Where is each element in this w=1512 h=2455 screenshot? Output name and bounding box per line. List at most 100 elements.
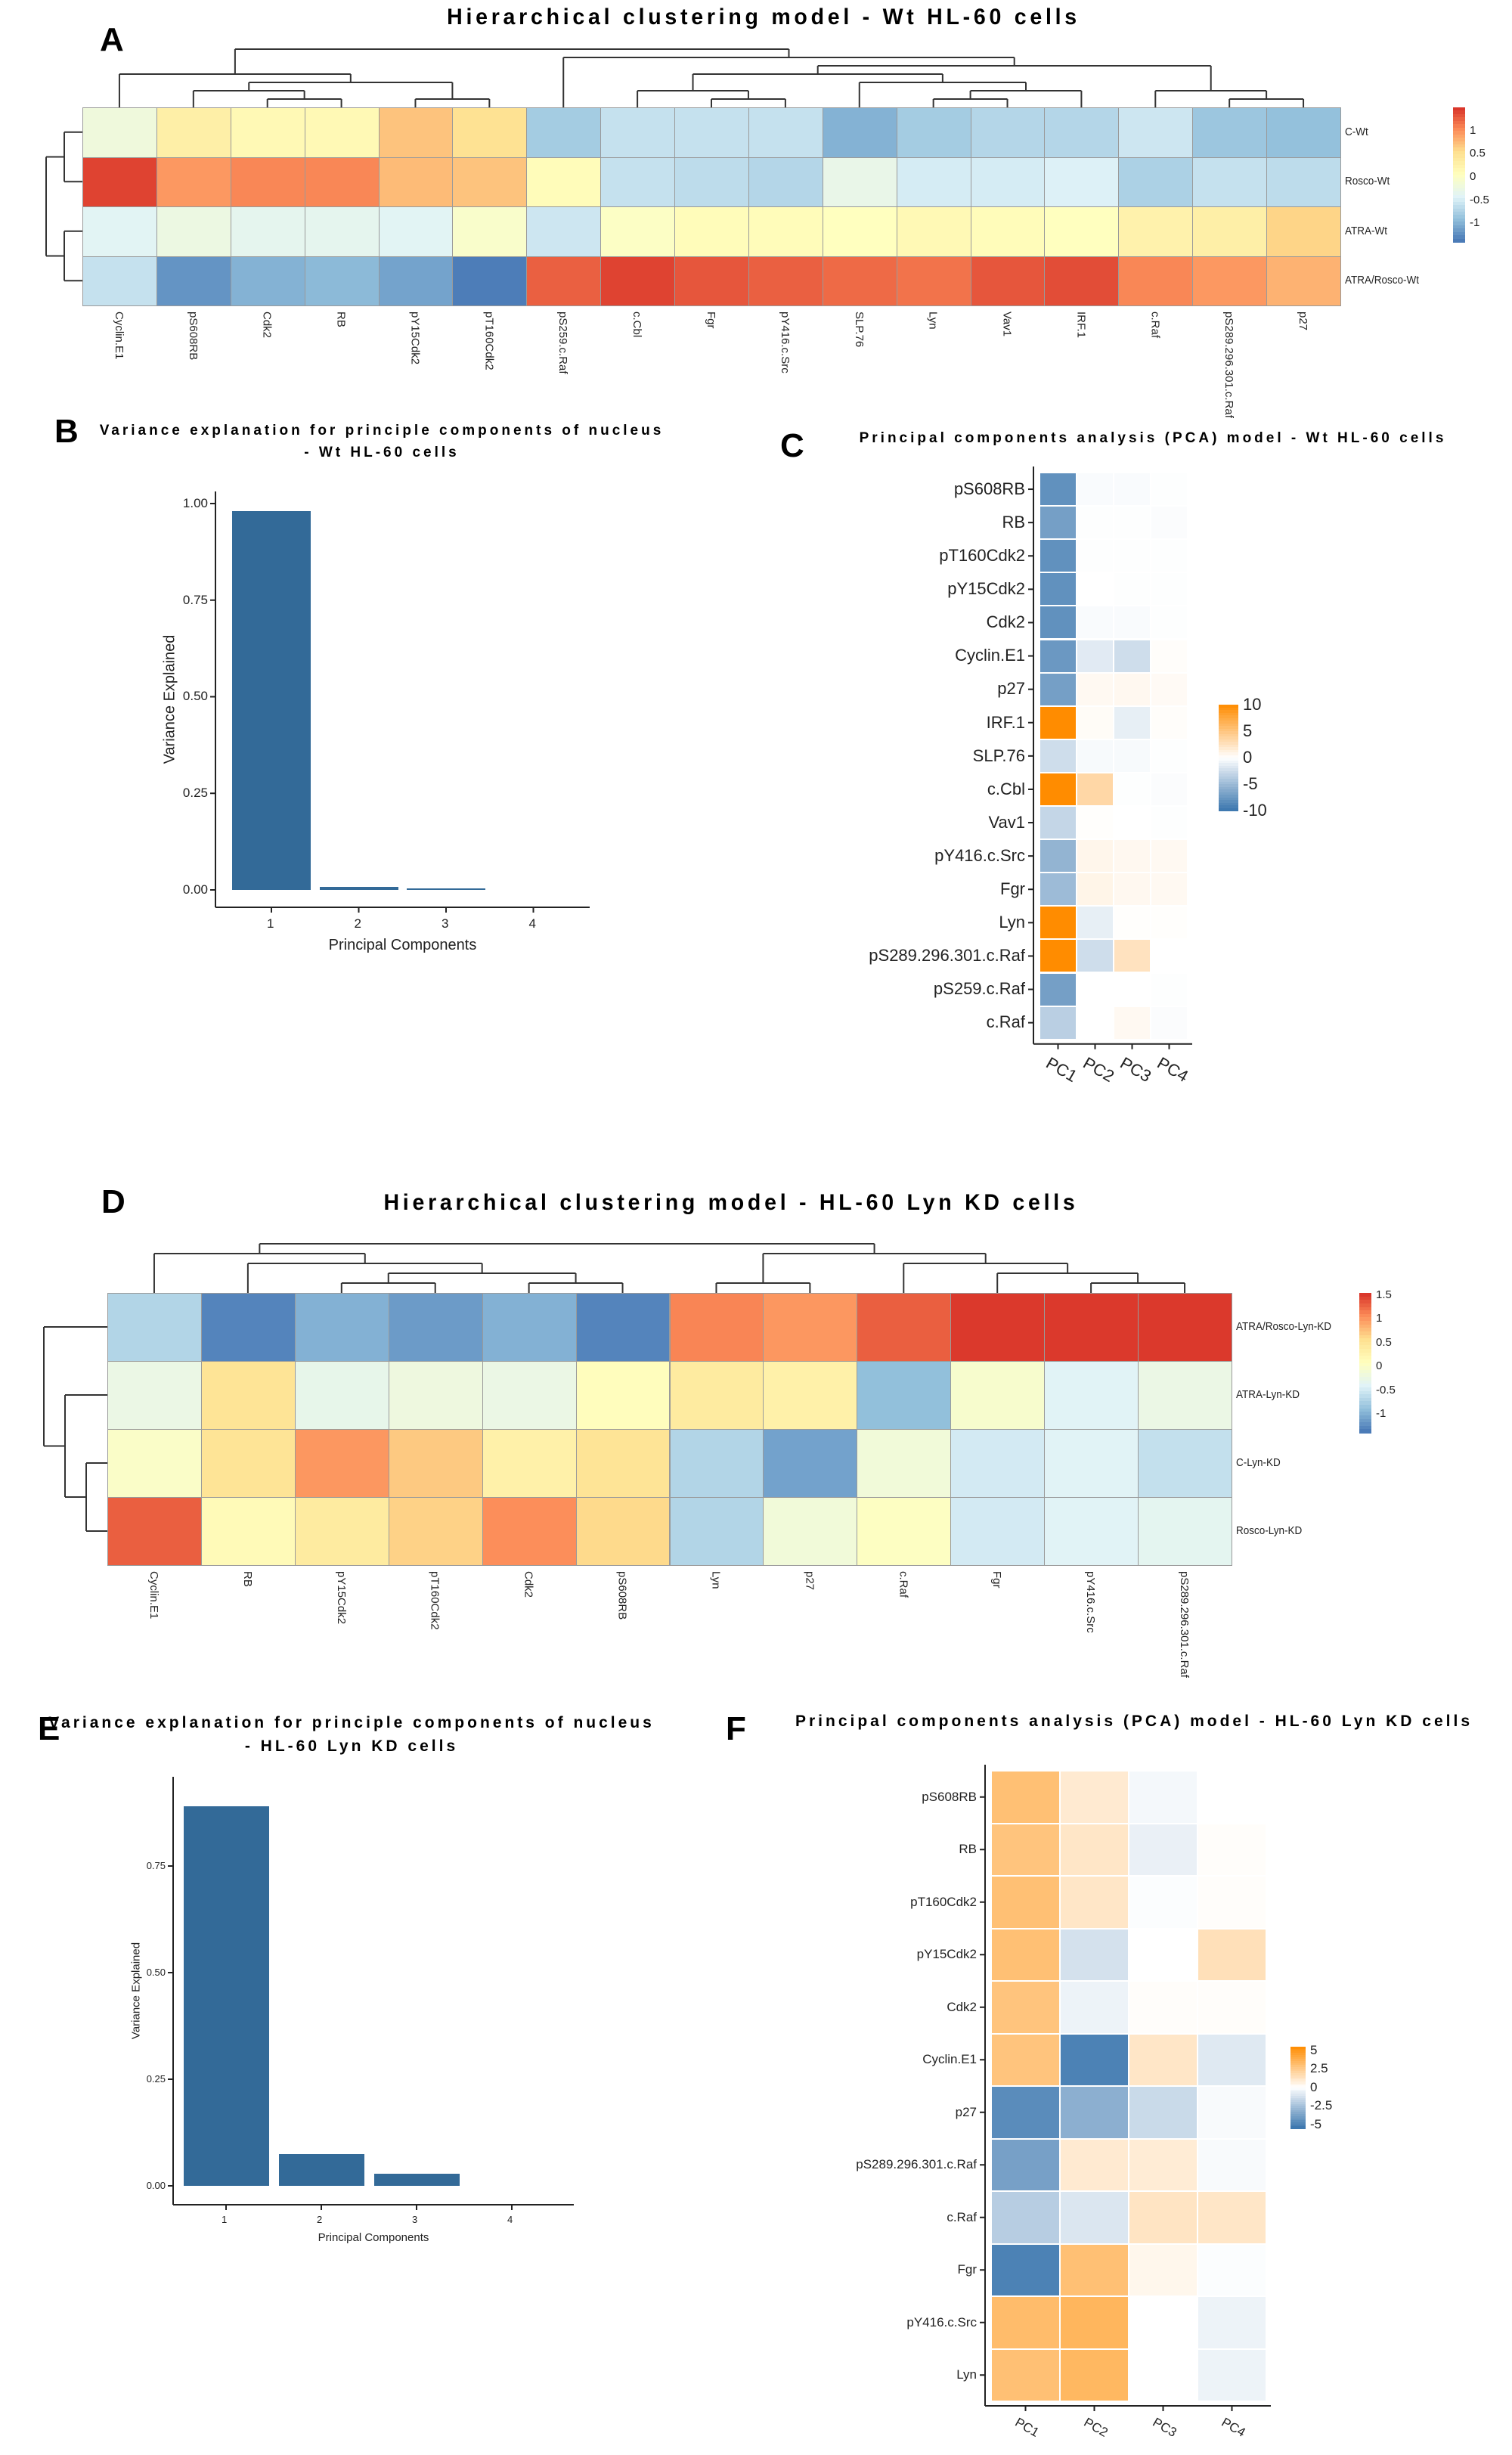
heatmap-cell	[1151, 539, 1188, 573]
heatmap-cell	[1198, 2348, 1266, 2401]
heatmap-cell	[1138, 1293, 1232, 1362]
legend-color-step	[1219, 723, 1238, 727]
legend-color-step	[1219, 779, 1238, 783]
legend-tick-label: 5	[1243, 721, 1253, 740]
heatmap-cell	[1129, 2138, 1198, 2191]
heatmap-cell	[1077, 1006, 1114, 1040]
legend-color-step	[1359, 1293, 1371, 1297]
legend-color-step	[1453, 235, 1465, 240]
legend-color-step	[1290, 2060, 1306, 2064]
row-label: Rosco-Lyn-KD	[1236, 1524, 1303, 1537]
heatmap-cell	[82, 206, 157, 257]
chart-title: - Wt HL-60 cells	[304, 445, 460, 460]
legend-tick-label: -1	[1470, 216, 1480, 230]
legend-color-step	[1359, 1369, 1371, 1374]
legend-color-step	[1219, 800, 1238, 804]
chart-title: Variance explanation for principle compo…	[99, 423, 665, 439]
column-label: Fgr	[990, 1571, 1004, 1589]
legend-color-step	[1290, 2069, 1306, 2072]
heatmap-cell	[482, 1293, 577, 1362]
legend-color-step	[1453, 164, 1465, 169]
legend-color-step	[1453, 138, 1465, 142]
legend-color-step	[1359, 1377, 1371, 1381]
legend-color-step	[1290, 2103, 1306, 2106]
legend-color-step	[1453, 194, 1465, 199]
legend-color-step	[1290, 2108, 1306, 2111]
legend-color-step	[1290, 2047, 1306, 2050]
legend-color-step	[1290, 2075, 1306, 2078]
heatmap-cell	[1114, 473, 1151, 507]
legend-color-step	[1359, 1328, 1371, 1332]
legend-color-step	[1290, 2106, 1306, 2109]
heatmap-cell	[1077, 806, 1114, 840]
legend-color-step	[1359, 1397, 1371, 1402]
legend-color-step	[1290, 2081, 1306, 2085]
heatmap-cell	[1151, 906, 1188, 940]
row-label: pY416.c.Src	[906, 2314, 977, 2329]
legend-color-step	[1290, 2126, 1306, 2129]
heatmap-cell	[1198, 2191, 1266, 2244]
heatmap-cell	[1060, 2243, 1129, 2296]
heatmap-cell	[1266, 206, 1341, 257]
heatmap-cell	[1151, 606, 1188, 640]
heatmap-cell	[1151, 972, 1188, 1006]
x-tick-label: 2	[317, 2214, 323, 2225]
legend-color-step	[1219, 715, 1238, 719]
legend-color-step	[1453, 215, 1465, 219]
heatmap-cell	[1077, 572, 1114, 606]
heatmap-cell	[1151, 639, 1188, 673]
legend-color-step	[1359, 1401, 1371, 1406]
legend-color-step	[1219, 739, 1238, 742]
heatmap-cell	[950, 1429, 1046, 1498]
legend-color-step	[1290, 2120, 1306, 2123]
column-label: Cdk2	[522, 1571, 535, 1598]
legend-color-step	[1453, 198, 1465, 203]
heatmap-cell	[1114, 572, 1151, 606]
heatmap-cell	[1129, 2191, 1198, 2244]
heatmap-cell	[107, 1497, 202, 1566]
x-tick-label: 2	[354, 916, 361, 931]
heatmap-cell	[1114, 739, 1151, 773]
y-tick-label: 0.75	[182, 592, 208, 607]
x-tick-label: 1	[267, 916, 274, 931]
legend-color-step	[1290, 2101, 1306, 2105]
heatmap-cell	[763, 1497, 858, 1566]
heatmap-cell	[669, 1497, 764, 1566]
heatmap-cell	[1151, 939, 1188, 973]
heatmap-cell	[1118, 157, 1194, 207]
heatmap-cell	[1198, 1771, 1266, 1824]
row-label: RB	[1002, 512, 1025, 532]
heatmap-cell	[575, 1429, 671, 1498]
heatmap-cell	[1040, 806, 1077, 840]
heatmap-cell	[1114, 772, 1151, 806]
legend-color-step	[1359, 1300, 1371, 1304]
legend-color-step	[1453, 222, 1465, 226]
legend-color-step	[1453, 131, 1465, 135]
panel-label-c: C	[780, 427, 804, 464]
heatmap-cell	[1040, 906, 1077, 940]
heatmap-cell	[526, 206, 602, 257]
row-label: IRF.1	[986, 712, 1025, 732]
legend-color-step	[1453, 175, 1465, 179]
heatmap-cell	[1129, 1928, 1198, 1981]
legend-color-step	[1359, 1373, 1371, 1378]
heatmap-cell	[1077, 739, 1114, 773]
panel-label-e: E	[38, 1710, 60, 1747]
legend-color-step	[1453, 110, 1465, 115]
heatmap-cell	[991, 1928, 1060, 1981]
heatmap-cell	[1077, 939, 1114, 973]
chart-title: Variance explanation for principle compo…	[48, 1714, 655, 1731]
column-label: Lyn	[709, 1571, 723, 1589]
legend-color-step	[1219, 710, 1238, 714]
column-label: pY15Cdk2	[334, 1571, 348, 1625]
row-label: Vav1	[988, 812, 1025, 832]
heatmap-cell	[1114, 939, 1151, 973]
legend-color-step	[1453, 205, 1465, 209]
legend-tick-label: 0	[1376, 1359, 1383, 1373]
legend-tick-label: 1.5	[1376, 1288, 1392, 1302]
heatmap-cell	[1118, 256, 1194, 306]
heatmap-cell	[304, 256, 380, 306]
legend-color-step	[1359, 1422, 1371, 1427]
legend-color-step	[1359, 1415, 1371, 1420]
legend-color-step	[1359, 1341, 1371, 1346]
